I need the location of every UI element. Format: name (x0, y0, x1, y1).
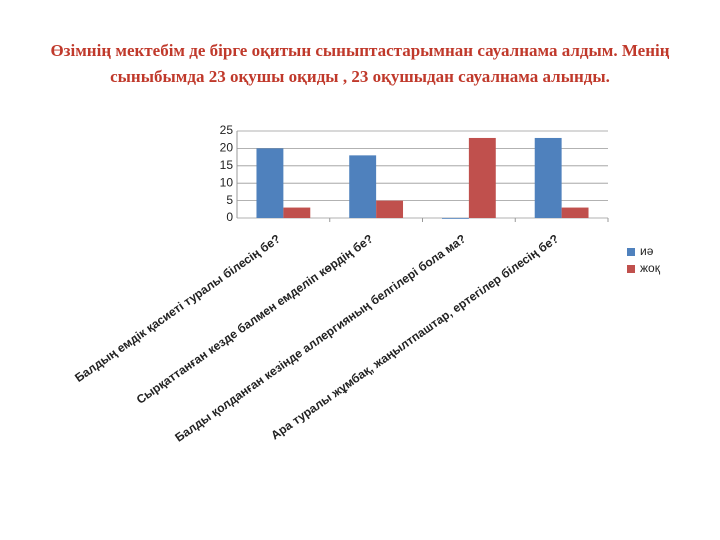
y-tick-label: 25 (220, 123, 234, 137)
bar (441, 218, 469, 219)
chart-title: Өзімнің мектебім де бірге оқитын сыныпта… (50, 41, 670, 86)
bar (534, 137, 562, 218)
legend-label: иә (640, 244, 654, 258)
legend-label: жоқ (640, 261, 661, 275)
y-tick-label: 10 (220, 175, 234, 189)
y-tick-label: 20 (220, 141, 234, 155)
bar (283, 207, 311, 218)
y-tick-label: 5 (226, 193, 233, 207)
y-tick-label: 15 (220, 158, 234, 172)
bar (468, 137, 496, 218)
legend-swatch (627, 265, 635, 273)
bar (561, 207, 589, 218)
bar (376, 200, 404, 218)
x-tick-label: Балдың емдік қасиеті туралы білесің бе? (72, 232, 283, 385)
bar (256, 148, 284, 218)
legend-swatch (627, 248, 635, 256)
y-tick-label: 0 (226, 210, 233, 224)
bar (349, 155, 377, 218)
